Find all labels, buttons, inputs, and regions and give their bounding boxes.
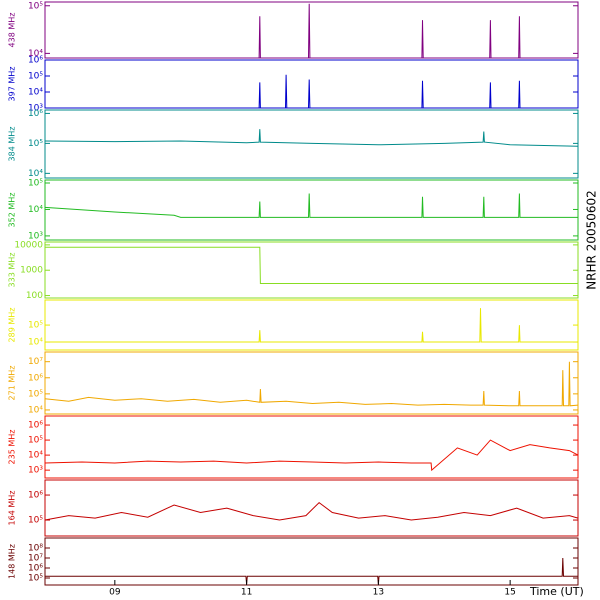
x-tick-label: 09	[109, 588, 121, 598]
panel-frame	[44, 537, 579, 586]
y-tick-label: 10⁸	[28, 544, 43, 554]
y-tick-label: 10⁵	[28, 139, 43, 149]
y-tick-label: 10⁶	[28, 373, 43, 383]
data-line	[44, 501, 579, 521]
panel-frame	[44, 479, 579, 537]
y-tick-label: 10⁶	[28, 421, 43, 431]
y-tick-label: 10⁵	[28, 72, 43, 82]
panel-frame	[44, 351, 579, 415]
y-tick-label: 10⁶	[28, 564, 43, 574]
y-tick-label: 10⁶	[28, 109, 43, 119]
data-line	[44, 439, 579, 472]
y-tick-label: 10⁴	[28, 88, 43, 98]
y-tick-label: 10⁴	[28, 451, 43, 461]
y-axis-label: 289 MHz	[8, 308, 17, 343]
y-tick-label: 10⁶	[28, 491, 43, 501]
panel-frame	[44, 59, 579, 109]
data-line	[45, 308, 578, 343]
y-tick-label: 10⁴	[28, 338, 43, 348]
y-axis-label: 438 MHz	[8, 13, 17, 48]
y-tick-label: 10⁷	[28, 554, 43, 564]
data-line	[45, 246, 578, 284]
data-line	[44, 193, 578, 218]
y-axis-label: 352 MHz	[8, 193, 17, 228]
x-tick-label: 11	[241, 588, 252, 598]
y-tick-label: 10⁵	[28, 179, 43, 189]
y-tick-label: 1000	[20, 266, 43, 276]
y-tick-label: 10⁵	[28, 436, 43, 446]
data-line	[45, 74, 578, 109]
y-axis-label: 384 MHz	[8, 127, 17, 162]
y-axis-label: 271 MHz	[8, 366, 17, 401]
data-line	[44, 129, 579, 147]
y-tick-label: 10⁴	[28, 205, 43, 215]
panel-frame	[44, 1, 579, 59]
y-tick-label: 10⁴	[28, 405, 43, 415]
y-tick-label: 10000	[14, 240, 43, 250]
y-tick-label: 10⁷	[28, 357, 43, 367]
y-tick-label: 10⁵	[28, 574, 43, 584]
panel-frame	[44, 179, 579, 241]
y-axis-label: 235 MHz	[8, 430, 17, 465]
y-tick-label: 10⁵	[28, 1, 43, 11]
panel-frame	[44, 109, 579, 179]
y-tick-label: 10³	[28, 466, 43, 476]
data-line	[45, 557, 578, 585]
y-tick-label: 10⁴	[28, 169, 43, 179]
y-axis-label: 164 MHz	[8, 491, 17, 526]
panel-frame	[44, 241, 579, 299]
y-tick-label: 10⁶	[28, 56, 43, 66]
y-axis-label: 333 MHz	[8, 253, 17, 288]
y-tick-label: 10⁴	[28, 49, 43, 59]
y-tick-label: 10³	[28, 104, 43, 114]
y-tick-label: 10⁵	[28, 389, 43, 399]
y-axis-label: 148 MHz	[8, 544, 17, 579]
side-label: NRHR 20050602	[585, 190, 599, 290]
x-axis-label: Time (UT)	[529, 585, 584, 598]
x-tick-label: 13	[373, 588, 384, 598]
x-tick-label: 15	[504, 588, 515, 598]
y-tick-label: 10³	[28, 231, 43, 241]
data-line	[45, 3, 578, 59]
y-tick-label: 10⁵	[28, 321, 43, 331]
data-line	[44, 361, 579, 407]
y-axis-label: 397 MHz	[8, 67, 17, 102]
panel-frame	[44, 415, 579, 479]
y-tick-label: 10⁵	[28, 516, 43, 526]
y-tick-label: 100	[26, 291, 43, 301]
